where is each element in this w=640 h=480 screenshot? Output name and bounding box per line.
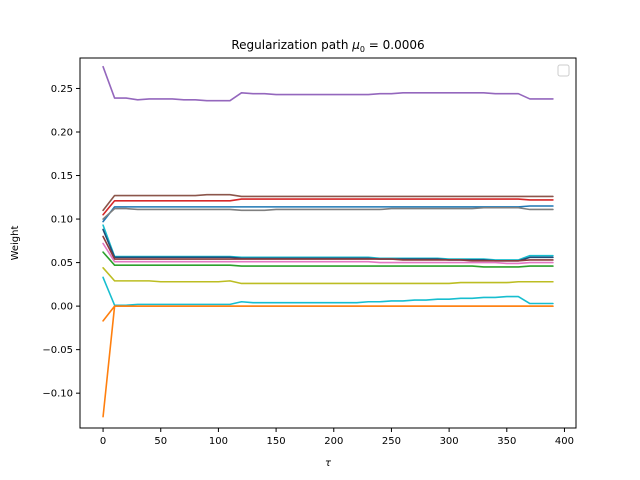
y-tick-label: 0.20: [51, 128, 73, 139]
y-tick-label: 0.10: [51, 215, 73, 226]
y-tick-label: 0.15: [51, 171, 73, 182]
x-tick-label: 400: [555, 436, 574, 447]
series-line-10: [102, 251, 554, 268]
series-layer: [102, 65, 554, 418]
chart-title-value: = 0.0006: [365, 38, 425, 52]
series-line-12: [102, 276, 554, 307]
series-line-5: [102, 206, 554, 220]
series-line-14: [102, 305, 554, 418]
series-line-4: [102, 205, 554, 223]
legend-box: [557, 64, 570, 77]
x-tick-label: 100: [209, 436, 228, 447]
x-tick-label: 350: [497, 436, 516, 447]
chart-title-text: Regularization path: [231, 38, 352, 52]
y-tick-label: −0.10: [42, 389, 73, 400]
y-axis-ticks: −0.10 −0.05 0.00 0.05 0.10 0.15 0.20 0.25: [42, 84, 80, 400]
x-tick-label: 250: [382, 436, 401, 447]
y-tick-label: 0.00: [51, 302, 73, 313]
series-line-1: [102, 65, 554, 102]
plot-frame: [79, 57, 577, 429]
series-line-8: [102, 235, 554, 262]
series-line-7: [102, 228, 554, 262]
x-axis-ticks: 0 50 100 150 200 250 300 350 400: [100, 428, 574, 447]
series-line-9: [102, 242, 554, 265]
chart-title-symbol: μ: [351, 38, 360, 52]
series-line-2: [102, 193, 554, 212]
y-tick-label: 0.25: [51, 84, 73, 95]
series-line-6: [102, 224, 554, 261]
x-tick-label: 0: [100, 436, 106, 447]
y-tick-label: 0.05: [51, 258, 73, 269]
chart-title: Regularization path μ0 = 0.0006: [231, 38, 424, 54]
chart-title-subscript: 0: [360, 45, 365, 54]
x-axis-label: τ: [325, 458, 332, 469]
y-axis-label: Weight: [10, 226, 21, 261]
x-tick-label: 200: [324, 436, 343, 447]
series-line-11: [102, 267, 554, 285]
x-tick-label: 50: [154, 436, 167, 447]
x-tick-label: 300: [440, 436, 459, 447]
series-line-3: [102, 198, 554, 216]
x-tick-label: 150: [267, 436, 286, 447]
y-tick-label: −0.05: [42, 345, 73, 356]
